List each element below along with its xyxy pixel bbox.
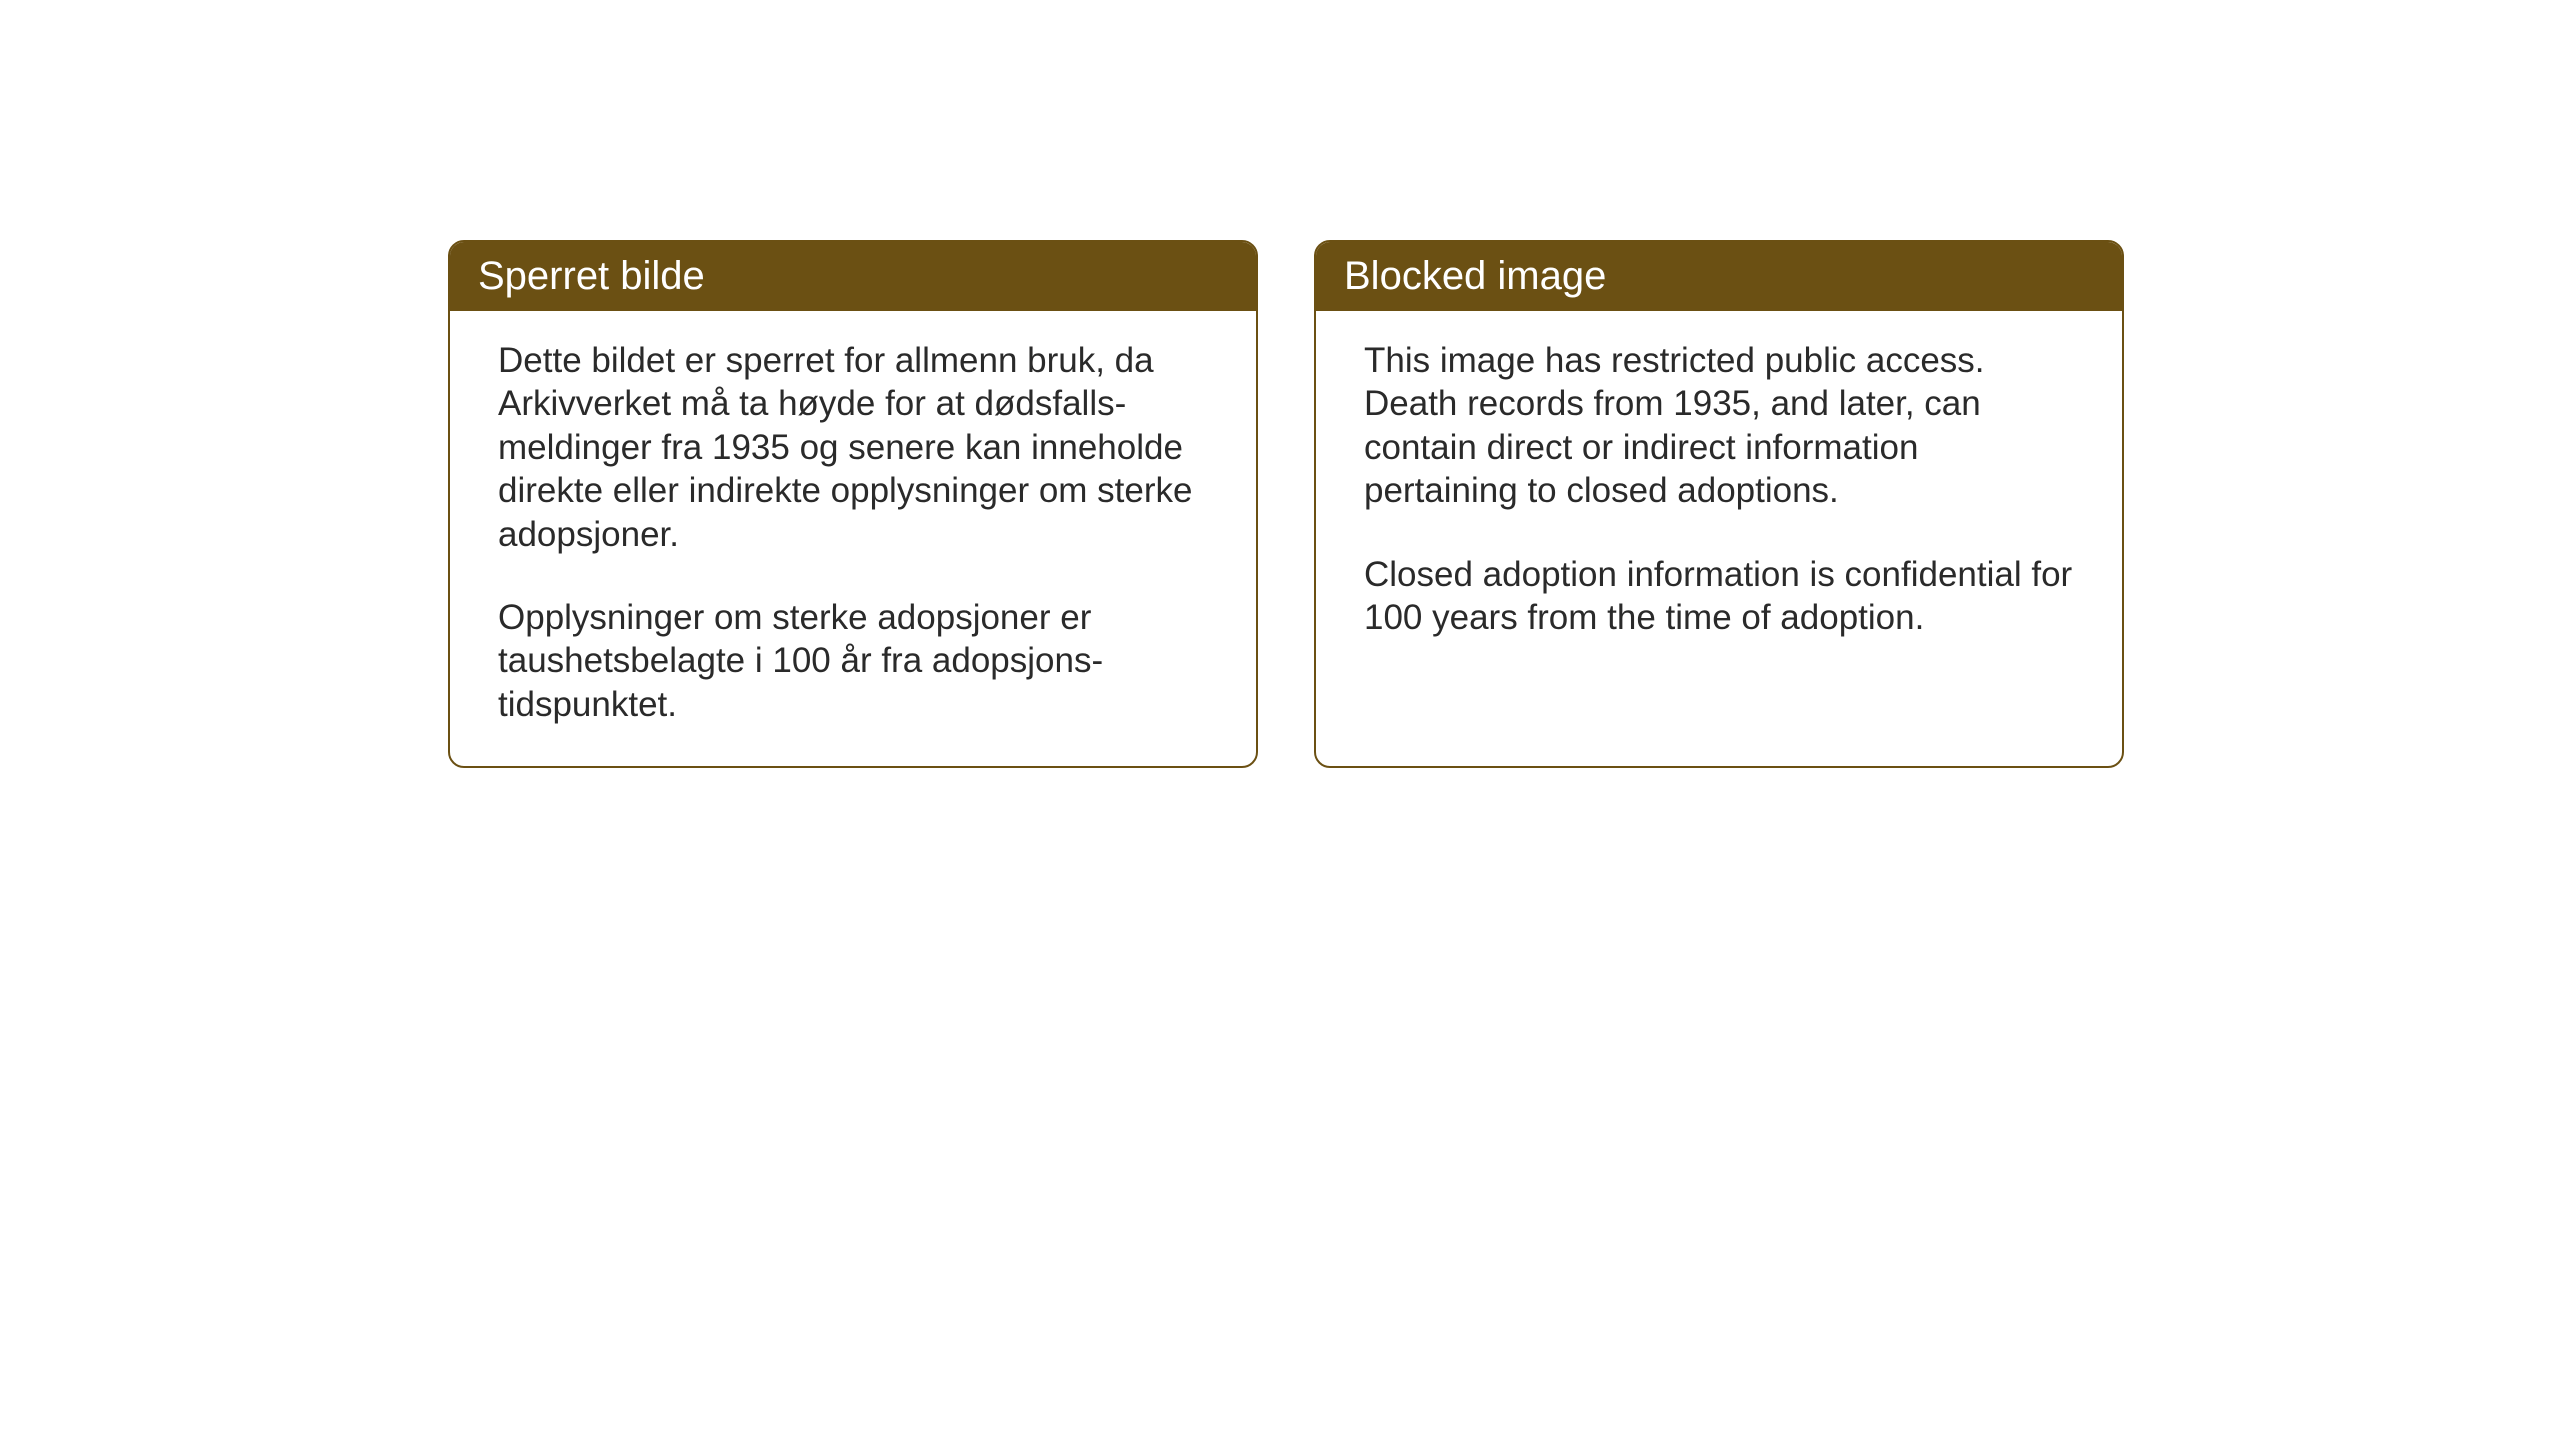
card-paragraph-1-english: This image has restricted public access.… bbox=[1364, 339, 2074, 513]
card-paragraph-1-norwegian: Dette bildet er sperret for allmenn bruk… bbox=[498, 339, 1208, 556]
notice-container: Sperret bilde Dette bildet er sperret fo… bbox=[448, 240, 2124, 768]
card-header-norwegian: Sperret bilde bbox=[450, 242, 1256, 311]
notice-card-norwegian: Sperret bilde Dette bildet er sperret fo… bbox=[448, 240, 1258, 768]
card-header-english: Blocked image bbox=[1316, 242, 2122, 311]
card-paragraph-2-norwegian: Opplysninger om sterke adopsjoner er tau… bbox=[498, 596, 1208, 726]
card-title-english: Blocked image bbox=[1344, 254, 1606, 298]
card-title-norwegian: Sperret bilde bbox=[478, 254, 705, 298]
notice-card-english: Blocked image This image has restricted … bbox=[1314, 240, 2124, 768]
card-paragraph-2-english: Closed adoption information is confident… bbox=[1364, 553, 2074, 640]
card-body-norwegian: Dette bildet er sperret for allmenn bruk… bbox=[450, 311, 1256, 766]
card-body-english: This image has restricted public access.… bbox=[1316, 311, 2122, 739]
